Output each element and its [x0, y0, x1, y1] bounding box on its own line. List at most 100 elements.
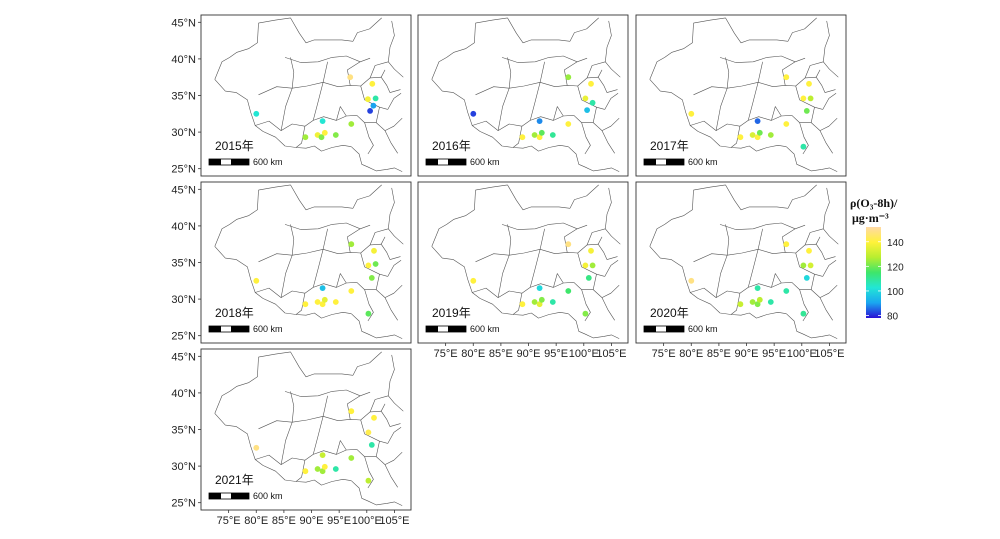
region-boundaries [214, 17, 404, 172]
boundary-line [597, 236, 603, 245]
boundary-line [730, 293, 741, 315]
lon-tick-label: 85°E [707, 348, 731, 360]
boundary-line [351, 313, 403, 339]
boundary-line [214, 357, 259, 414]
boundary-line [605, 20, 621, 78]
station-point [565, 241, 572, 248]
boundary-line [719, 55, 806, 63]
station-point [368, 442, 375, 448]
scale-bar-label: 600 km [253, 491, 283, 501]
lon-tick-label: 95°E [544, 348, 568, 360]
station-point [369, 80, 376, 87]
station-point [688, 277, 695, 284]
boundary-line [804, 61, 824, 79]
boundary-line [388, 354, 404, 412]
boundary-line [791, 282, 809, 322]
station-point [800, 310, 807, 317]
boundary-line [389, 423, 401, 427]
boundary-line [497, 88, 510, 131]
lon-tick-label: 80°E [461, 348, 485, 360]
lat-tick-label: 25°N [171, 331, 196, 343]
boundary-line [771, 273, 782, 288]
station-point [370, 102, 377, 109]
legend-colorbar [866, 227, 881, 318]
boundary-line [262, 298, 352, 319]
station-point [321, 296, 328, 303]
station-point [756, 129, 763, 136]
station-point [565, 74, 572, 81]
boundary-line [388, 187, 404, 245]
lat-tick-label: 35°N [171, 425, 196, 437]
boundary-line [747, 249, 759, 288]
boundary-line [295, 126, 306, 148]
boundary-line [539, 61, 545, 83]
station-point [783, 74, 790, 81]
station-point [582, 262, 589, 269]
boundary-line [214, 23, 259, 80]
scale-bar-label: 600 km [253, 157, 283, 167]
boundary-line [819, 117, 838, 131]
boundary-line [312, 416, 324, 455]
panel-frame [417, 14, 629, 177]
station-point [365, 477, 372, 484]
boundary-line [569, 184, 599, 209]
station-point [806, 80, 812, 87]
station-point [767, 132, 774, 138]
station-point [368, 275, 375, 281]
lat-tick-label: 35°N [171, 91, 196, 103]
station-point [348, 121, 355, 127]
boundary-line [539, 228, 545, 250]
boundary-line [823, 187, 839, 245]
station-point [253, 110, 260, 117]
station-point [536, 134, 543, 141]
boundary-line [389, 256, 401, 260]
boundary-line [592, 107, 597, 123]
station-point [302, 301, 309, 308]
boundary-line [347, 61, 361, 86]
boundary-line [369, 228, 389, 246]
station-point [365, 310, 372, 317]
boundary-line [606, 89, 618, 93]
boundary-line [730, 126, 741, 148]
boundary-line [255, 115, 357, 131]
station-point [737, 134, 744, 141]
boundary-line [782, 61, 796, 86]
year-label: 2016年 [432, 139, 471, 153]
boundary-line [431, 190, 476, 247]
boundary-line [507, 57, 512, 89]
boundary-line [380, 236, 386, 245]
boundary-line [725, 224, 730, 256]
lat-tick-label: 25°N [171, 498, 196, 510]
station-point [365, 96, 371, 103]
boundary-line [497, 255, 510, 298]
boundary-line [604, 260, 619, 277]
boundary-line [384, 117, 403, 131]
station-point [314, 466, 321, 472]
lon-tick-label: 80°E [244, 515, 268, 527]
map-panel: 2015年 600 km [200, 14, 412, 177]
station-point [531, 299, 538, 305]
boundary-line [799, 289, 833, 321]
station-point [582, 310, 589, 317]
station-point [348, 408, 355, 415]
boundary-line [475, 82, 605, 110]
map-panel: 2020年 600 km [635, 181, 847, 344]
boundary-line [823, 20, 839, 78]
boundary-line [280, 422, 293, 465]
boundary-line [356, 115, 374, 155]
boundary-line [786, 146, 838, 172]
scale-bar: 600 km [208, 324, 283, 334]
year-label: 2021年 [215, 473, 254, 487]
scale-bar: 600 km [425, 324, 500, 334]
lon-tick-label: 100°E [352, 515, 382, 527]
scale-bar-label: 600 km [253, 324, 283, 334]
legend-tick-label: 80 [887, 312, 899, 323]
map-panel: 2019年 600 km [417, 181, 629, 344]
legend-title: ρ(O₃-8h)/ [850, 196, 898, 210]
boundary-line [375, 441, 380, 457]
boundary-line [771, 106, 782, 121]
station-point [749, 132, 756, 138]
lon-tick-label: 90°E [300, 515, 324, 527]
panel-frame [417, 181, 629, 344]
lon-tick-label: 100°E [787, 348, 817, 360]
